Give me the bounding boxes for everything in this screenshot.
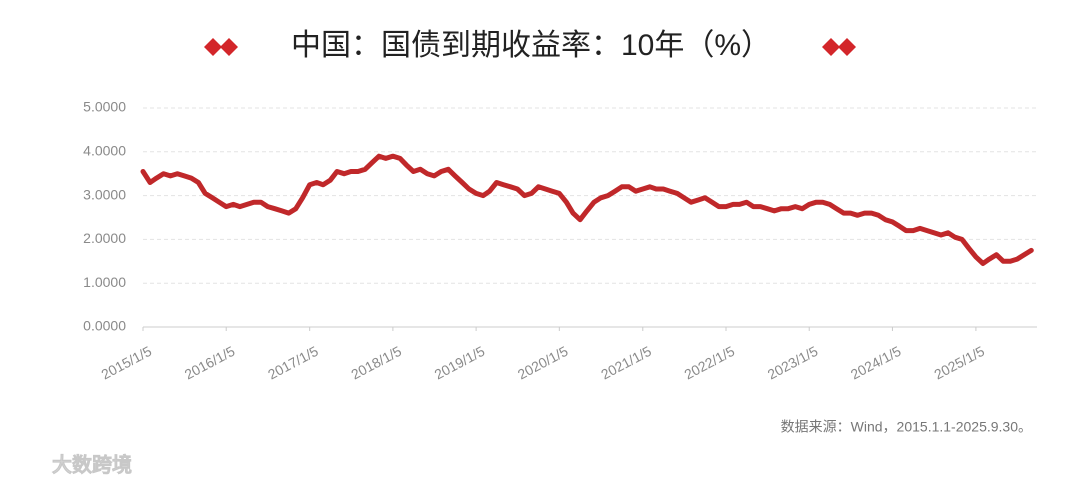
y-tick-label: 5.0000 [83,99,126,115]
x-tick-label: 2020/1/5 [515,343,571,383]
watermark: 大数跨境 [52,452,132,476]
x-tick-label: 2024/1/5 [848,343,904,383]
source-note: 数据来源：Wind，2015.1.1-2025.9.30。 [781,419,1032,435]
y-tick-label: 4.0000 [83,143,126,159]
y-tick-label: 3.0000 [83,186,126,202]
series-line [140,153,1034,266]
y-tick-label: 1.0000 [83,274,126,290]
x-tick-label: 2023/1/5 [765,343,821,383]
x-tick-label: 2018/1/5 [348,343,404,383]
x-tick-label: 2019/1/5 [432,343,488,383]
x-tick-label: 2016/1/5 [182,343,238,383]
x-tick-label: 2015/1/5 [99,343,155,383]
chart-title: 中国：国债到期收益率：10年（%） [291,29,771,62]
x-tick-label: 2021/1/5 [598,343,654,383]
x-tick-label: 2017/1/5 [265,343,321,383]
y-tick-label: 2.0000 [83,230,126,246]
title-deco [204,38,856,56]
x-tick-label: 2025/1/5 [931,343,987,383]
x-tick-label: 2022/1/5 [682,343,738,383]
y-tick-label: 0.0000 [83,318,126,334]
